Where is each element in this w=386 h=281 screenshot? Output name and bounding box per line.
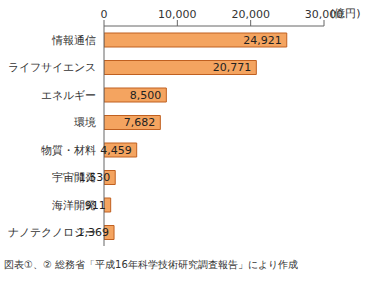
svg-text:20,771: 20,771: [213, 61, 252, 74]
svg-text:4,459: 4,459: [100, 144, 132, 157]
svg-text:24,921: 24,921: [243, 34, 282, 47]
svg-text:30,000: 30,000: [305, 8, 344, 21]
svg-text:エネルギー: エネルギー: [41, 89, 96, 102]
svg-text:1,530: 1,530: [79, 171, 111, 184]
svg-text:情報通信: 情報通信: [51, 34, 96, 47]
svg-text:7,682: 7,682: [124, 116, 156, 129]
svg-text:20,000: 20,000: [231, 8, 270, 21]
svg-text:10,000: 10,000: [158, 8, 197, 21]
svg-text:1,369: 1,369: [78, 226, 110, 239]
svg-text:物質・材料: 物質・材料: [41, 144, 96, 157]
svg-text:ライフサイエンス: ライフサイエンス: [8, 61, 96, 74]
svg-text:環境: 環境: [74, 116, 96, 129]
svg-text:0: 0: [101, 8, 108, 21]
svg-text:8,500: 8,500: [130, 89, 162, 102]
svg-text:911: 911: [85, 199, 106, 212]
